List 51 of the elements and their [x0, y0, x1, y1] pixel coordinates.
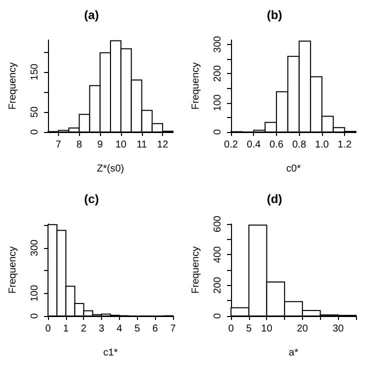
- y-tick-label: 50: [30, 106, 40, 118]
- x-tick-label: 0.6: [270, 140, 284, 150]
- x-axis-title: Z*(s0): [96, 164, 124, 174]
- y-tick-label: 100: [30, 284, 40, 302]
- y-tick-label: 200: [212, 64, 224, 82]
- y-tick-label: 0: [30, 128, 40, 135]
- x-tick-label: 10: [115, 140, 127, 150]
- x-tick-label: 10: [261, 324, 273, 334]
- x-tick-label: 2: [80, 324, 87, 334]
- x-tick-label: 1.0: [314, 140, 330, 150]
- y-tick-label: 400: [212, 246, 224, 264]
- y-axis-title: Frequency: [190, 62, 202, 110]
- y-tick-label: 600: [212, 215, 224, 232]
- y-tick-label: 200: [212, 276, 224, 294]
- x-tick-label: 0: [45, 324, 52, 334]
- chart-title: (c): [84, 192, 99, 206]
- x-tick-label: 1: [63, 324, 70, 334]
- y-tick-label: 0: [30, 312, 40, 319]
- x-tick-label: 30: [332, 324, 344, 334]
- x-tick-label: 4: [116, 324, 123, 334]
- y-tick-label: 0: [212, 312, 224, 319]
- x-tick-label: 11: [136, 140, 148, 150]
- x-tick-label: 0.4: [246, 140, 262, 150]
- x-tick-label: 5: [246, 324, 252, 334]
- x-tick-label: 20: [296, 324, 308, 334]
- y-axis-title: Frequency: [8, 62, 18, 110]
- x-axis-title: c1*: [103, 348, 118, 358]
- y-tick-label: 100: [212, 94, 224, 112]
- x-tick-label: 0.2: [224, 140, 238, 150]
- x-tick-label: 7: [56, 140, 62, 150]
- x-tick-label: 1.2: [338, 140, 352, 150]
- x-tick-label: 12: [157, 140, 169, 150]
- y-tick-label: 300: [212, 36, 224, 53]
- y-axis-title: Frequency: [190, 246, 202, 294]
- x-tick-label: 9: [97, 140, 104, 150]
- x-axis-title: c0*: [286, 164, 301, 174]
- x-tick-label: 0: [228, 324, 234, 334]
- chart-title: (d): [266, 192, 282, 206]
- y-tick-label: 300: [30, 239, 40, 256]
- x-tick-label: 3: [98, 324, 105, 334]
- y-tick-label: 150: [30, 63, 40, 80]
- x-tick-label: 7: [170, 324, 176, 334]
- x-tick-label: 6: [152, 324, 158, 334]
- y-tick-label: 0: [212, 128, 224, 135]
- y-axis-title: Frequency: [8, 246, 18, 294]
- x-tick-label: 8: [76, 140, 82, 150]
- x-axis-title: a*: [288, 348, 298, 358]
- x-tick-label: 0.8: [292, 140, 307, 150]
- x-tick-label: 5: [134, 324, 141, 334]
- chart-title: (b): [266, 8, 282, 22]
- chart-title: (a): [84, 8, 99, 22]
